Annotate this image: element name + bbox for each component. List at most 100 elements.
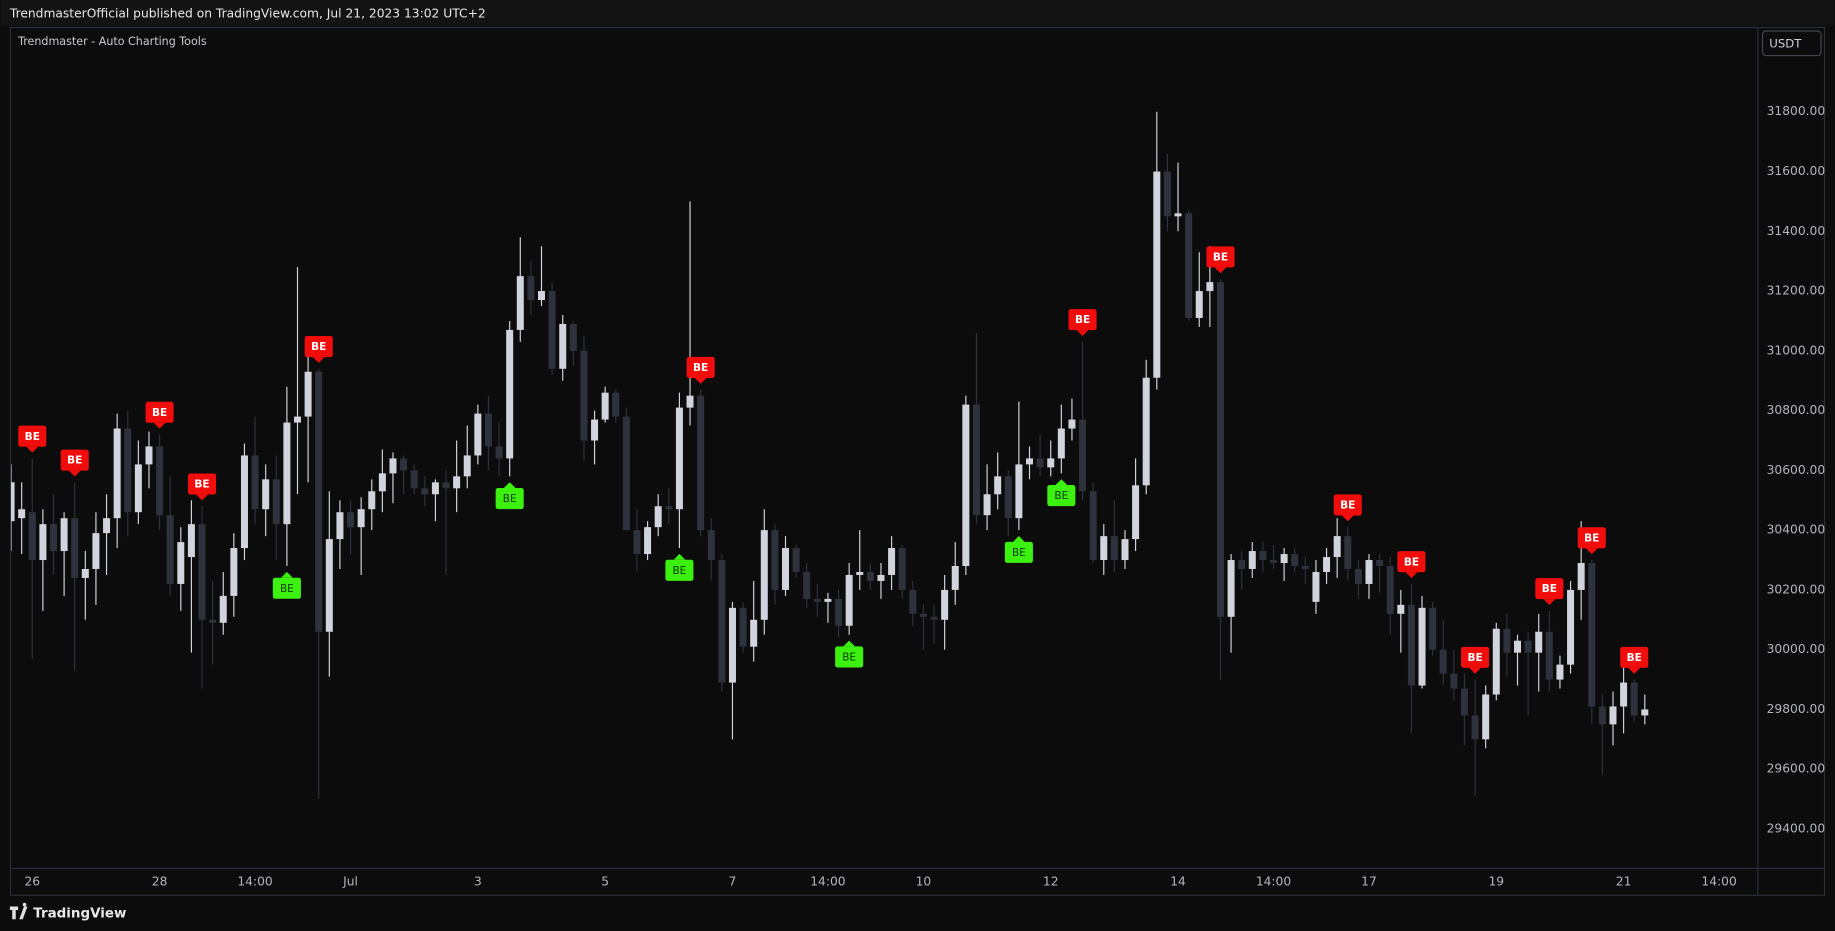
candle-body [1567, 589, 1575, 665]
candle-body [612, 392, 620, 417]
candle-body [697, 395, 705, 531]
candle-body [771, 530, 779, 590]
candle-body [336, 512, 344, 540]
signal-marker: BE [1620, 646, 1649, 674]
candle-body [293, 416, 302, 423]
signal-box [1397, 551, 1426, 573]
y-tick-label: 30000.00 [1767, 642, 1826, 656]
candle-body [347, 512, 355, 528]
candle-body [941, 589, 949, 620]
candle-body [739, 607, 747, 647]
signal-label: BE [1213, 251, 1228, 263]
candle-body [1429, 607, 1437, 650]
candle-body [707, 530, 715, 561]
candle-body [1068, 419, 1076, 429]
signal-box [187, 473, 217, 495]
candle-body [516, 276, 524, 330]
candle-body [835, 598, 843, 626]
candle-body [1185, 213, 1193, 318]
candle-body [103, 518, 111, 534]
candle-body [209, 619, 217, 623]
candle-body [18, 509, 26, 519]
signal-pointer [1013, 535, 1025, 542]
x-tick-label: 19 [1488, 874, 1504, 888]
candle-body [124, 428, 132, 513]
candle-body [1227, 560, 1235, 617]
y-tick-label: 31000.00 [1767, 343, 1826, 357]
signal-box [1047, 485, 1076, 507]
currency-box[interactable] [1761, 30, 1822, 57]
candle-body [1015, 464, 1023, 519]
candle-body [463, 455, 471, 477]
candle-body [378, 473, 386, 492]
x-tick-label: 21 [1616, 874, 1632, 888]
candle-body [962, 404, 970, 567]
candle-body [1100, 536, 1108, 561]
candle-body [187, 524, 195, 558]
signal-box [1461, 646, 1490, 668]
candle-body [792, 548, 800, 572]
y-tick-label: 31800.00 [1767, 104, 1826, 118]
currency-label[interactable]: USDT [1769, 36, 1802, 50]
candle-body [898, 548, 906, 590]
candle-body [421, 488, 429, 495]
x-tick-label: 7 [729, 874, 737, 888]
candle-body [1641, 709, 1649, 716]
candle-body [1153, 171, 1161, 378]
candle-body [1270, 560, 1278, 564]
candle-body [1471, 715, 1479, 740]
signal-marker: BE [1047, 479, 1076, 507]
signal-label: BE [672, 565, 686, 577]
candle-body [1365, 560, 1373, 584]
signal-box [1206, 246, 1235, 268]
signal-pointer [1405, 572, 1418, 579]
candle-body [272, 479, 280, 525]
signal-box [1333, 494, 1362, 516]
candle-body [325, 539, 333, 632]
signal-marker: BE [495, 482, 524, 510]
signal-box [665, 559, 694, 581]
candle-body [601, 392, 609, 420]
signal-marker: BE [272, 571, 301, 599]
signal-label: BE [1542, 583, 1557, 595]
signal-label: BE [152, 407, 167, 419]
signal-label: BE [1404, 556, 1419, 568]
candle-body [1354, 568, 1362, 584]
candle-body [1238, 560, 1246, 569]
x-tick-label: 12 [1043, 874, 1059, 888]
x-tick-label: 14:00 [810, 874, 845, 888]
x-tick-label: 14:00 [1701, 874, 1736, 888]
signal-box [1004, 541, 1033, 563]
signal-marker: BE [1004, 535, 1033, 563]
candle-body [1323, 557, 1331, 572]
candle-body [845, 574, 853, 626]
candle-body [951, 566, 959, 590]
candle-body [315, 371, 323, 632]
candle-body [1312, 571, 1320, 602]
candle-body [357, 509, 365, 528]
candle-body [240, 455, 248, 549]
y-tick-label: 29400.00 [1767, 821, 1826, 835]
signal-pointer [1055, 479, 1068, 486]
candle-body [283, 422, 291, 525]
candle-body [909, 589, 917, 614]
candle-body [972, 404, 980, 516]
signal-box [60, 449, 89, 471]
signal-marker: BE [187, 473, 217, 501]
signal-label: BE [842, 652, 856, 664]
signal-marker: BE [304, 336, 333, 363]
candle-body [474, 413, 482, 456]
candle-body [675, 407, 683, 510]
candle-body [1047, 458, 1055, 468]
signal-box [835, 646, 864, 668]
candle-body [1079, 419, 1087, 492]
signal-box [272, 577, 301, 599]
signal-label: BE [1584, 532, 1599, 544]
signal-marker: BE [1577, 527, 1606, 555]
candle-body [1514, 640, 1522, 653]
candle-body [538, 291, 546, 301]
candle-body [1089, 491, 1097, 561]
signal-box [18, 425, 47, 447]
candle-body [633, 530, 641, 555]
candle-body [1216, 282, 1224, 617]
